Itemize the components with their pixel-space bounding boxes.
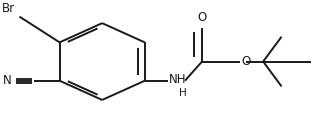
Text: H: H	[179, 88, 186, 97]
Text: O: O	[197, 11, 207, 24]
Text: O: O	[241, 55, 250, 68]
Text: NH: NH	[169, 73, 187, 86]
Text: N: N	[3, 74, 12, 87]
Text: Br: Br	[2, 2, 15, 15]
